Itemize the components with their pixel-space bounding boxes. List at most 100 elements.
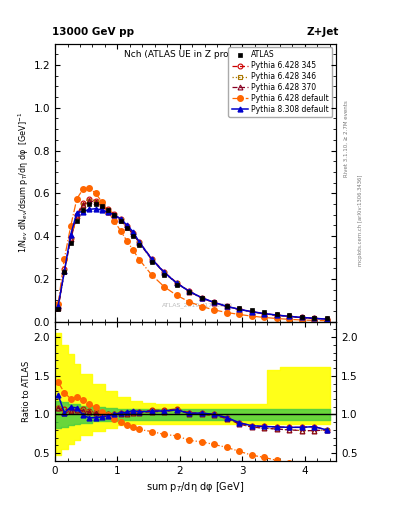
ATLAS	[75, 218, 79, 224]
Pythia 6.428 345	[299, 314, 304, 321]
Pythia 6.428 370	[106, 207, 110, 214]
Pythia 6.428 370	[131, 231, 136, 237]
Pythia 8.308 default	[287, 313, 292, 319]
Pythia 6.428 346	[174, 280, 179, 286]
Pythia 6.428 346	[99, 203, 104, 209]
Pythia 6.428 345	[224, 303, 229, 309]
Pythia 6.428 345	[174, 280, 179, 286]
ATLAS	[106, 207, 110, 214]
Pythia 6.428 346	[93, 199, 98, 205]
Pythia 6.428 default	[87, 185, 92, 191]
Pythia 6.428 default	[162, 284, 167, 290]
Pythia 8.308 default	[262, 310, 266, 316]
ATLAS	[93, 201, 98, 207]
Pythia 8.308 default	[62, 268, 67, 274]
Pythia 6.428 default	[199, 304, 204, 310]
Pythia 6.428 345	[106, 206, 110, 212]
Text: Z+Jet: Z+Jet	[307, 27, 339, 36]
Pythia 8.308 default	[274, 312, 279, 318]
Pythia 6.428 345	[262, 310, 266, 316]
ATLAS	[212, 300, 217, 306]
Text: 13000 GeV pp: 13000 GeV pp	[52, 27, 134, 36]
Pythia 8.308 default	[187, 288, 192, 294]
ATLAS	[112, 211, 117, 218]
Pythia 6.428 345	[93, 198, 98, 204]
Pythia 6.428 default	[75, 196, 79, 202]
Pythia 6.428 default	[137, 257, 142, 263]
Pythia 6.428 345	[149, 255, 154, 262]
Pythia 6.428 346	[112, 211, 117, 218]
Pythia 8.308 default	[174, 280, 179, 286]
Pythia 6.428 default	[68, 223, 73, 229]
Pythia 6.428 370	[81, 202, 86, 208]
Pythia 6.428 370	[75, 212, 79, 219]
Pythia 6.428 370	[324, 316, 329, 322]
ATLAS	[174, 282, 179, 288]
Line: Pythia 6.428 default: Pythia 6.428 default	[55, 185, 329, 324]
Pythia 6.428 370	[93, 199, 98, 205]
Pythia 6.428 default	[250, 313, 254, 319]
Pythia 6.428 default	[56, 301, 61, 307]
Line: ATLAS: ATLAS	[56, 202, 329, 321]
Pythia 6.428 345	[125, 223, 129, 229]
Pythia 6.428 default	[299, 317, 304, 323]
Pythia 8.308 default	[137, 239, 142, 245]
Pythia 6.428 346	[125, 224, 129, 230]
Pythia 6.428 346	[137, 240, 142, 246]
Pythia 8.308 default	[112, 211, 117, 218]
Pythia 6.428 345	[274, 312, 279, 318]
Pythia 6.428 346	[250, 309, 254, 315]
Pythia 6.428 370	[299, 314, 304, 321]
Pythia 6.428 345	[287, 313, 292, 319]
ATLAS	[118, 218, 123, 224]
Pythia 6.428 346	[262, 311, 266, 317]
Pythia 8.308 default	[324, 316, 329, 322]
Pythia 6.428 345	[118, 217, 123, 223]
ATLAS	[324, 315, 329, 322]
Pythia 6.428 345	[137, 239, 142, 245]
Pythia 6.428 default	[224, 309, 229, 315]
Pythia 6.428 345	[99, 202, 104, 208]
ATLAS	[68, 240, 73, 246]
Pythia 6.428 default	[118, 228, 123, 234]
Pythia 6.428 370	[118, 218, 123, 224]
Pythia 6.428 370	[274, 312, 279, 318]
Pythia 6.428 345	[199, 295, 204, 301]
Pythia 6.428 default	[274, 315, 279, 322]
Line: Pythia 8.308 default: Pythia 8.308 default	[56, 206, 329, 322]
Pythia 8.308 default	[87, 206, 92, 212]
Pythia 6.428 default	[312, 317, 316, 324]
Pythia 6.428 346	[87, 198, 92, 204]
ATLAS	[162, 271, 167, 278]
Pythia 6.428 default	[324, 317, 329, 324]
Pythia 6.428 370	[125, 224, 129, 230]
Pythia 6.428 345	[81, 200, 86, 206]
Pythia 6.428 default	[112, 218, 117, 224]
Pythia 6.428 345	[324, 316, 329, 322]
Pythia 8.308 default	[162, 269, 167, 275]
Pythia 6.428 345	[237, 306, 242, 312]
Pythia 8.308 default	[56, 303, 61, 309]
Pythia 8.308 default	[224, 303, 229, 309]
Pythia 8.308 default	[68, 232, 73, 238]
Pythia 6.428 345	[131, 230, 136, 236]
Line: Pythia 6.428 346: Pythia 6.428 346	[56, 198, 329, 322]
Pythia 6.428 346	[299, 314, 304, 321]
Pythia 6.428 345	[250, 309, 254, 315]
ATLAS	[131, 233, 136, 239]
Pythia 8.308 default	[149, 256, 154, 262]
Pythia 8.308 default	[250, 309, 254, 315]
Pythia 6.428 346	[324, 316, 329, 322]
Pythia 6.428 default	[81, 186, 86, 192]
Pythia 6.428 370	[62, 268, 67, 274]
ATLAS	[81, 207, 86, 214]
ATLAS	[312, 314, 316, 321]
Pythia 6.428 370	[287, 313, 292, 319]
Pythia 8.308 default	[106, 209, 110, 215]
Pythia 6.428 345	[56, 305, 61, 311]
Pythia 6.428 346	[75, 212, 79, 219]
Pythia 6.428 345	[87, 196, 92, 202]
Pythia 6.428 370	[137, 240, 142, 246]
Pythia 6.428 346	[81, 202, 86, 208]
Pythia 6.428 370	[149, 257, 154, 263]
